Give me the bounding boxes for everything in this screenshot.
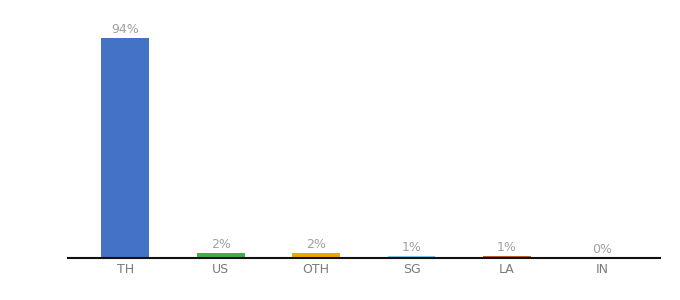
Bar xyxy=(388,256,435,258)
Text: 2%: 2% xyxy=(211,238,231,251)
Bar xyxy=(197,253,245,258)
Text: 0%: 0% xyxy=(592,243,613,256)
Text: 94%: 94% xyxy=(112,23,139,36)
Bar xyxy=(292,253,340,258)
Bar xyxy=(101,38,149,258)
Text: 2%: 2% xyxy=(306,238,326,251)
Bar xyxy=(483,256,531,258)
Text: 1%: 1% xyxy=(497,241,517,254)
Text: 1%: 1% xyxy=(402,241,422,254)
